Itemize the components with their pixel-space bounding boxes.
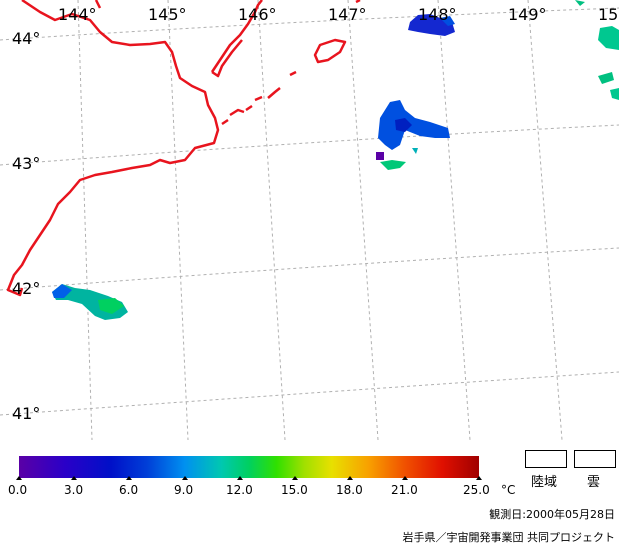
lon-label-146: 146° — [238, 5, 277, 24]
sst-patch-south-green — [98, 298, 124, 314]
cape-islets — [221, 108, 245, 126]
colorbar-label-12: 12.0 — [226, 483, 253, 497]
grid-meridians — [77, 0, 563, 440]
sst-patch-east-2 — [598, 72, 614, 84]
sst-patch-mid-dark — [395, 118, 412, 132]
colorbar-tick-6 — [126, 476, 132, 480]
sst-patch-east-3 — [610, 88, 619, 100]
lon-label-148: 148° — [418, 5, 457, 24]
colorbar-label-21: 21.0 — [391, 483, 418, 497]
colorbar-label-25: 25.0 — [463, 483, 490, 497]
kunashiri-east — [211, 39, 243, 78]
colorbar-label-15: 15.0 — [281, 483, 308, 497]
lat-label-42: 42° — [12, 279, 40, 298]
legend-panel: 0.0 3.0 6.0 9.0 12.0 15.0 18.0 21.0 25.0… — [0, 440, 619, 546]
colorbar-label-18: 18.0 — [336, 483, 363, 497]
sst-patch-south-blue — [52, 284, 72, 298]
colorbar-unit: °C — [501, 483, 516, 497]
credit-line: 岩手県／宇宙開発事業団 共同プロジェクト — [402, 531, 616, 544]
temperature-colorbar — [19, 456, 479, 478]
colorbar-label-9: 9.0 — [174, 483, 194, 497]
kunashiri-coast — [210, 0, 263, 73]
longitude-labels: 144° 145° 146° 147° 148° 149° 15 — [58, 5, 618, 24]
sst-patches — [52, 0, 619, 320]
sst-patch-mid — [378, 100, 450, 150]
colorbar-tick-18 — [347, 476, 353, 480]
lat-label-41: 41° — [12, 404, 40, 423]
lat-label-44: 44° — [12, 29, 40, 48]
cloud-legend-label: 雲 — [587, 475, 601, 490]
latitude-labels: 44° 43° 42° 41° — [12, 29, 40, 423]
lon-label-150: 15 — [598, 5, 618, 24]
colorbar-label-0: 0.0 — [8, 483, 28, 497]
colorbar-tick-9 — [182, 476, 188, 480]
colorbar-tick-21 — [402, 476, 408, 480]
grid-parallels — [0, 7, 619, 416]
colorbar-tick-15 — [292, 476, 298, 480]
sst-patch-mid-purple — [376, 152, 384, 160]
land-legend-label: 陸域 — [531, 475, 558, 490]
colorbar-tick-0 — [16, 476, 22, 480]
cloud-legend-swatch — [574, 450, 616, 468]
lon-label-147: 147° — [328, 5, 367, 24]
sst-map: 144° 145° 146° 147° 148° 149° 15 44° 43°… — [0, 0, 619, 440]
small-island — [289, 70, 297, 77]
colorbar-tick-25 — [476, 476, 482, 480]
habomai-islands — [245, 87, 281, 112]
sst-patch-east-1 — [598, 26, 619, 50]
coastline — [6, 0, 361, 297]
sst-patch-east-top — [575, 0, 585, 6]
sst-patch-north-edge — [440, 16, 455, 26]
north-coast-top — [94, 0, 102, 9]
lon-label-149: 149° — [508, 5, 547, 24]
colorbar-tick-3 — [71, 476, 77, 480]
shikotan-island — [313, 38, 347, 64]
lon-label-145: 145° — [148, 5, 187, 24]
sst-patch-mid-green — [380, 160, 406, 170]
sst-patch-mid-dot — [412, 148, 418, 154]
northeast-islet — [355, 0, 361, 4]
colorbar-tick-12 — [237, 476, 243, 480]
lon-label-144: 144° — [58, 5, 97, 24]
lat-label-43: 43° — [12, 154, 40, 173]
land-legend-swatch — [525, 450, 567, 468]
colorbar-label-6: 6.0 — [119, 483, 139, 497]
hokkaido-coast-north — [6, 0, 220, 297]
colorbar-label-3: 3.0 — [64, 483, 84, 497]
observation-date: 観測日:2000年05月28日 — [489, 508, 615, 521]
